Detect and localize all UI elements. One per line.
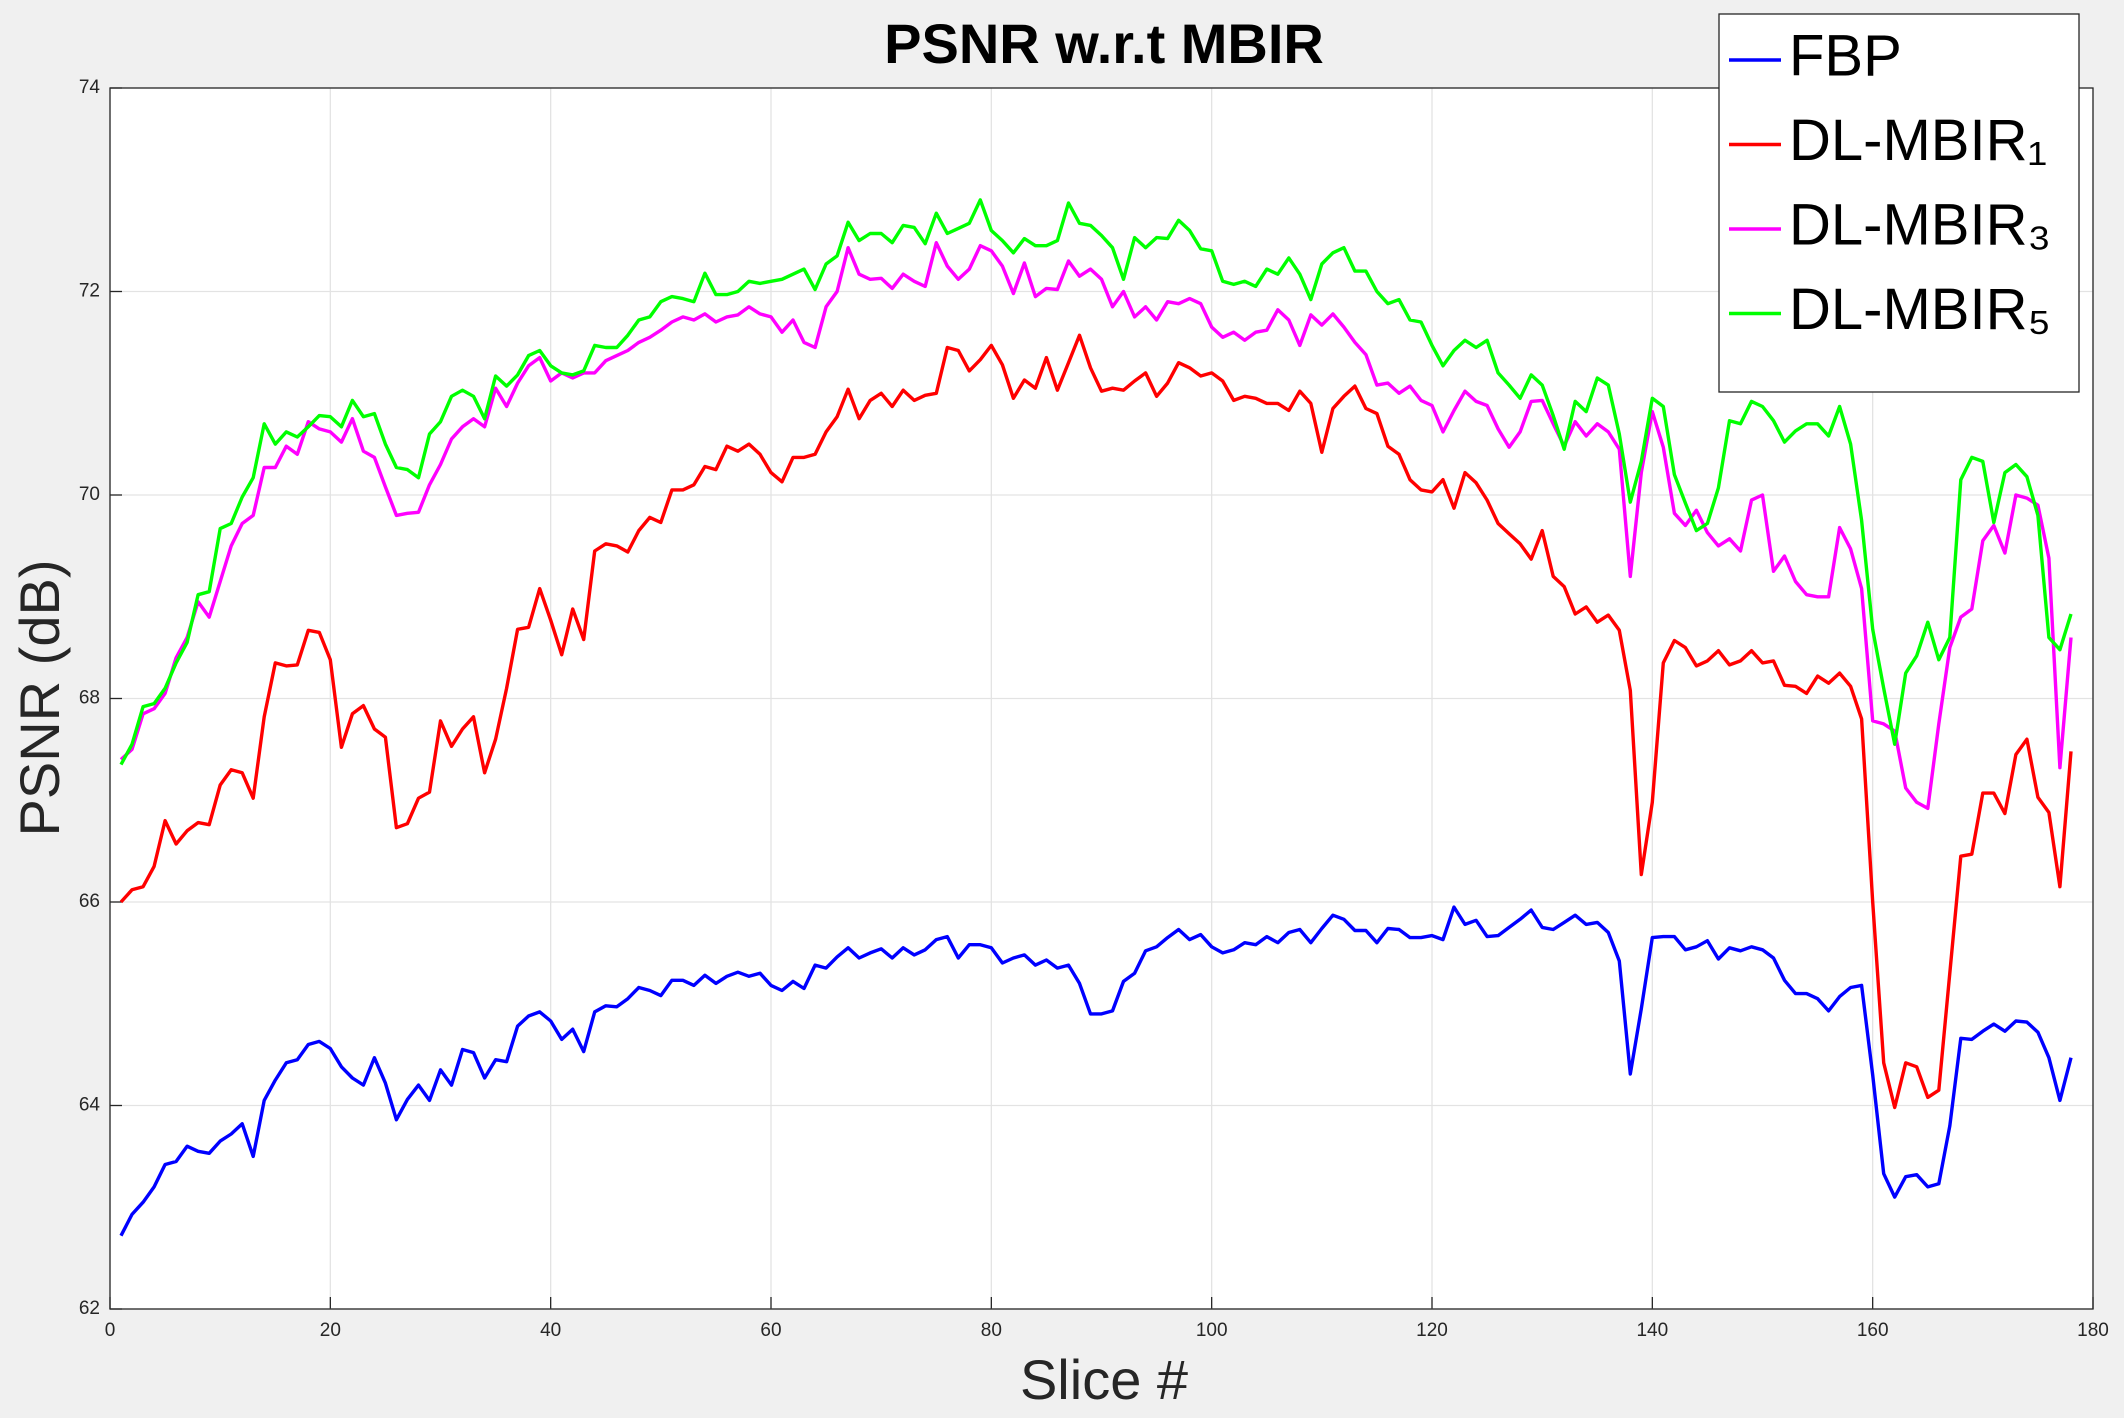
legend-box (1718, 13, 2080, 393)
legend-label: DL-MBIR₅ (1789, 277, 2051, 342)
x-tick-label: 0 (105, 1320, 116, 1341)
y-tick-label: 70 (79, 484, 100, 505)
x-tick-label: 140 (1636, 1320, 1668, 1341)
x-tick-label: 60 (760, 1320, 781, 1341)
legend-label: DL-MBIR₃ (1789, 192, 2051, 257)
y-tick-label: 72 (79, 281, 100, 302)
series-line (119, 905, 2073, 1237)
chart-title: PSNR w.r.t MBIR (884, 12, 1324, 75)
y-tick-label: 64 (79, 1095, 101, 1116)
axes-box (109, 87, 2094, 1310)
x-tick-label: 120 (1416, 1320, 1448, 1341)
x-axis-label: Slice # (1020, 1348, 1188, 1411)
lines (119, 198, 2073, 1237)
legend-label: DL-MBIR₁ (1789, 108, 2047, 173)
y-tick-label: 66 (79, 891, 100, 912)
x-tick-label: 80 (981, 1320, 1002, 1341)
series-line (119, 333, 2073, 1110)
y-tick-label: 62 (79, 1298, 100, 1319)
y-tick-label: 74 (79, 77, 101, 98)
x-tick-label: 160 (1857, 1320, 1889, 1341)
series-line (119, 198, 2073, 766)
legend-label: FBP (1789, 23, 1902, 88)
series-line (119, 241, 2073, 811)
legend: FBP DL-MBIR₁ DL-MBIR₃ DL-MBIR₅ (1718, 13, 2080, 393)
x-tick-label: 20 (320, 1320, 341, 1341)
x-tick-label: 180 (2077, 1320, 2109, 1341)
y-tick-label: 68 (79, 688, 100, 709)
y-axis-label: PSNR (dB) (8, 560, 71, 837)
x-tick-label: 40 (540, 1320, 561, 1341)
x-tick-label: 100 (1196, 1320, 1228, 1341)
